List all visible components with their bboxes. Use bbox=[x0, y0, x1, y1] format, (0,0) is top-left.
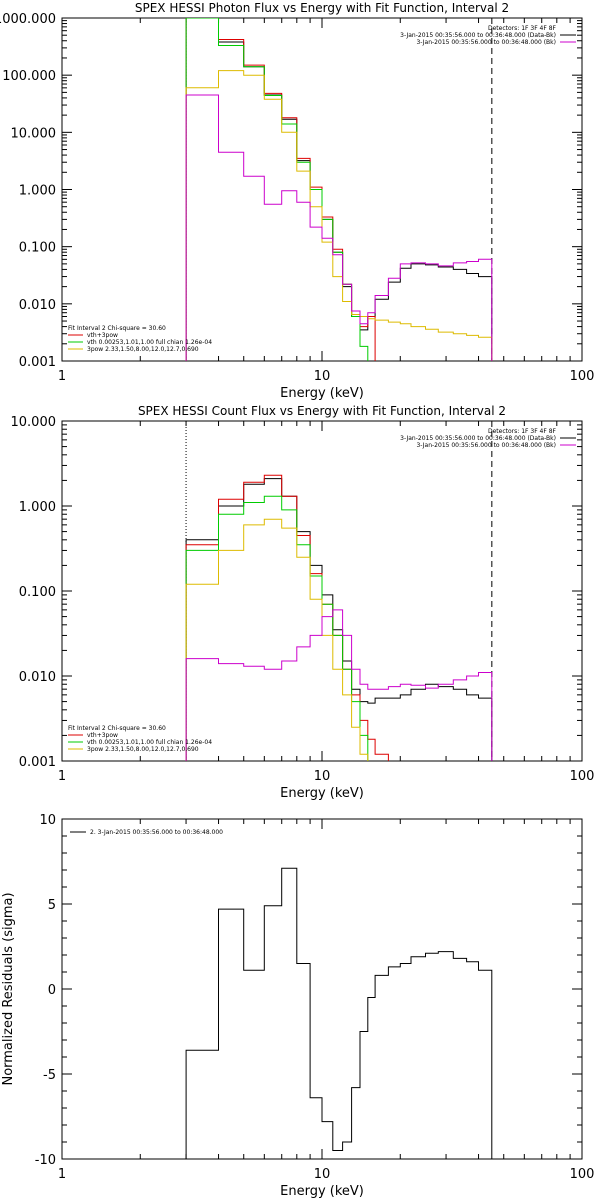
y-tick-label: 0.010 bbox=[19, 670, 56, 685]
legend-text: Detectors: 1F 3F 4F 8F bbox=[488, 25, 557, 32]
legend-text: 3-Jan-2015 00:35:56.000 to 00:36:48.000 … bbox=[416, 442, 556, 449]
series-group bbox=[185, 474, 493, 761]
y-tick-label: 1.000 bbox=[19, 184, 56, 199]
legend-text: 3pow 2.33,1.50,8.00,12.0,12.7,0.690 bbox=[87, 746, 199, 753]
x-tick-label: 10 bbox=[314, 369, 331, 384]
y-tick-label: 10.000 bbox=[11, 126, 57, 141]
y-tick-label: 100.000 bbox=[2, 69, 56, 84]
chart-title: SPEX HESSI Photon Flux vs Energy with Fi… bbox=[135, 1, 509, 15]
x-axis-label: Energy (keV) bbox=[280, 1184, 364, 1199]
y-tick-label: 0 bbox=[48, 983, 56, 998]
series-line-5 bbox=[185, 609, 493, 761]
series-line-5 bbox=[185, 94, 493, 361]
y-tick-label: 10 bbox=[39, 813, 56, 828]
x-tick-label: 100 bbox=[570, 369, 595, 384]
series-line-4 bbox=[185, 518, 369, 761]
x-axis-label: Energy (keV) bbox=[280, 786, 364, 801]
y-tick-label: 0.001 bbox=[19, 355, 56, 370]
legend-text: 3-Jan-2015 00:35:56.000 to 00:36:48.000 … bbox=[400, 32, 556, 39]
y-tick-label: 0.010 bbox=[19, 298, 56, 313]
legend-text: Fit Interval 2 Chi-square = 30.60 bbox=[68, 725, 166, 732]
legend-text: 3-Jan-2015 00:35:56.000 to 00:36:48.000 … bbox=[400, 435, 556, 442]
series-line-4 bbox=[185, 70, 493, 361]
legend-text: 3-Jan-2015 00:35:56.000 to 00:36:48.000 … bbox=[416, 39, 556, 46]
legend-text: vth 0.00253,1.01,1.00 full chian 1.26e-0… bbox=[87, 739, 212, 746]
series-group bbox=[185, 18, 493, 361]
series-line-3 bbox=[185, 18, 369, 361]
y-tick-label: 5 bbox=[48, 898, 56, 913]
legend-text: 3pow 2.33,1.50,8.00,12.0,12.7,0.690 bbox=[87, 346, 199, 353]
x-axis-label: Energy (keV) bbox=[280, 386, 364, 401]
x-tick-label: 1 bbox=[58, 369, 66, 384]
series-group bbox=[185, 867, 493, 1159]
chart-title: SPEX HESSI Count Flux vs Energy with Fit… bbox=[138, 404, 506, 418]
y-tick-label: 0.100 bbox=[19, 585, 56, 600]
legend-text: Detectors: 1F 3F 4F 8F bbox=[488, 428, 557, 435]
x-tick-label: 1 bbox=[58, 1167, 66, 1182]
x-tick-label: 100 bbox=[570, 769, 595, 784]
series-line-2 bbox=[185, 18, 376, 361]
y-tick-label: 0.001 bbox=[19, 755, 56, 770]
y-tick-label: 1.000 bbox=[19, 500, 56, 515]
chart-panel-2: SPEX HESSI Count Flux vs Energy with Fit… bbox=[11, 404, 595, 801]
series-line-1 bbox=[185, 867, 493, 1159]
x-tick-label: 10 bbox=[314, 769, 331, 784]
x-tick-label: 10 bbox=[314, 1167, 331, 1182]
chart-panel-1: SPEX HESSI Photon Flux vs Energy with Fi… bbox=[0, 1, 594, 401]
x-tick-label: 100 bbox=[570, 1167, 595, 1182]
series-line-3 bbox=[185, 495, 369, 761]
legend-text: 2. 3-Jan-2015 00:35:56.000 to 00:36:48.0… bbox=[90, 829, 223, 836]
y-tick-label: 10.000 bbox=[11, 415, 57, 430]
x-tick-label: 1 bbox=[58, 769, 66, 784]
y-tick-label: -10 bbox=[35, 1153, 56, 1168]
y-tick-label: 1000.000 bbox=[0, 12, 56, 27]
legend-text: vth 0.00253,1.01,1.00 full chian 1.26e-0… bbox=[87, 339, 212, 346]
legend-text: vth+3pow bbox=[87, 732, 118, 739]
y-tick-label: 0.100 bbox=[19, 241, 56, 256]
legend-text: vth+3pow bbox=[87, 332, 118, 339]
series-line-1 bbox=[185, 478, 493, 761]
y-tick-label: -5 bbox=[43, 1068, 56, 1083]
legend-text: Fit Interval 2 Chi-square = 30.60 bbox=[68, 325, 166, 332]
chart-panel-3: 1 10 100 -10 -5 0 5 10 Energy (keV) Normalized Re… bbox=[1, 813, 594, 1199]
y-axis-label: Normalized Residuals (sigma) bbox=[1, 892, 16, 1085]
